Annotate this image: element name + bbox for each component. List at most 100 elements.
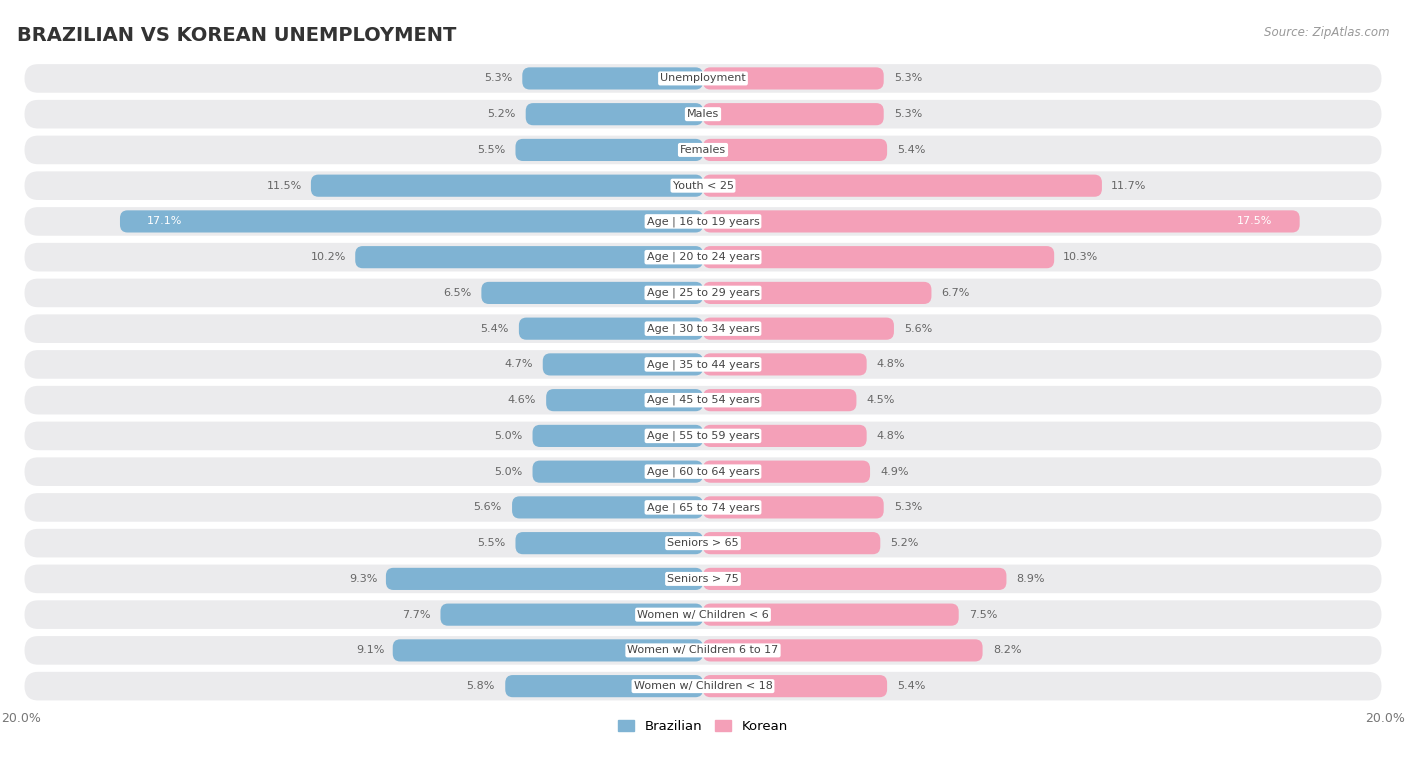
FancyBboxPatch shape [703,497,884,519]
FancyBboxPatch shape [24,600,1382,629]
FancyBboxPatch shape [703,354,866,375]
FancyBboxPatch shape [703,603,959,626]
Text: Youth < 25: Youth < 25 [672,181,734,191]
Text: 9.1%: 9.1% [356,646,384,656]
Text: Seniors > 65: Seniors > 65 [668,538,738,548]
FancyBboxPatch shape [703,67,884,89]
Text: 5.4%: 5.4% [897,145,925,155]
Text: Age | 45 to 54 years: Age | 45 to 54 years [647,395,759,406]
FancyBboxPatch shape [703,318,894,340]
Text: BRAZILIAN VS KOREAN UNEMPLOYMENT: BRAZILIAN VS KOREAN UNEMPLOYMENT [17,26,456,45]
FancyBboxPatch shape [516,139,703,161]
Text: 5.5%: 5.5% [477,145,505,155]
FancyBboxPatch shape [24,100,1382,129]
Text: 5.6%: 5.6% [904,324,932,334]
Text: 4.7%: 4.7% [503,360,533,369]
Text: 5.8%: 5.8% [467,681,495,691]
Text: 9.3%: 9.3% [349,574,377,584]
FancyBboxPatch shape [546,389,703,411]
FancyBboxPatch shape [703,175,1102,197]
FancyBboxPatch shape [24,386,1382,415]
Text: Age | 30 to 34 years: Age | 30 to 34 years [647,323,759,334]
Text: 6.7%: 6.7% [942,288,970,298]
Text: 17.1%: 17.1% [148,217,183,226]
FancyBboxPatch shape [24,672,1382,700]
FancyBboxPatch shape [543,354,703,375]
Text: Source: ZipAtlas.com: Source: ZipAtlas.com [1264,26,1389,39]
Text: 5.3%: 5.3% [894,503,922,512]
FancyBboxPatch shape [703,568,1007,590]
FancyBboxPatch shape [356,246,703,268]
FancyBboxPatch shape [505,675,703,697]
Text: 8.9%: 8.9% [1017,574,1045,584]
FancyBboxPatch shape [703,246,1054,268]
FancyBboxPatch shape [703,425,866,447]
FancyBboxPatch shape [703,282,931,304]
Text: Age | 35 to 44 years: Age | 35 to 44 years [647,359,759,369]
Text: 5.4%: 5.4% [897,681,925,691]
FancyBboxPatch shape [24,422,1382,450]
Text: 4.5%: 4.5% [866,395,896,405]
Text: 8.2%: 8.2% [993,646,1021,656]
Text: 4.9%: 4.9% [880,466,908,477]
Text: 6.5%: 6.5% [443,288,471,298]
FancyBboxPatch shape [311,175,703,197]
FancyBboxPatch shape [24,243,1382,272]
Text: 10.3%: 10.3% [1063,252,1098,262]
Text: 5.2%: 5.2% [486,109,516,119]
Text: Seniors > 75: Seniors > 75 [666,574,740,584]
FancyBboxPatch shape [440,603,703,626]
Text: 5.3%: 5.3% [894,73,922,83]
FancyBboxPatch shape [703,103,884,125]
FancyBboxPatch shape [703,389,856,411]
FancyBboxPatch shape [703,640,983,662]
FancyBboxPatch shape [24,207,1382,235]
Text: 11.5%: 11.5% [267,181,302,191]
FancyBboxPatch shape [24,565,1382,593]
Text: 10.2%: 10.2% [311,252,347,262]
FancyBboxPatch shape [392,640,703,662]
Text: Age | 20 to 24 years: Age | 20 to 24 years [647,252,759,263]
FancyBboxPatch shape [24,350,1382,378]
Text: 5.6%: 5.6% [474,503,502,512]
FancyBboxPatch shape [522,67,703,89]
Text: 5.3%: 5.3% [894,109,922,119]
Text: 17.5%: 17.5% [1237,217,1272,226]
FancyBboxPatch shape [703,139,887,161]
FancyBboxPatch shape [24,314,1382,343]
FancyBboxPatch shape [24,636,1382,665]
Text: 4.8%: 4.8% [877,431,905,441]
Text: 5.2%: 5.2% [890,538,920,548]
FancyBboxPatch shape [24,279,1382,307]
Text: Females: Females [681,145,725,155]
FancyBboxPatch shape [512,497,703,519]
FancyBboxPatch shape [533,425,703,447]
Text: Women w/ Children < 18: Women w/ Children < 18 [634,681,772,691]
FancyBboxPatch shape [516,532,703,554]
FancyBboxPatch shape [24,171,1382,200]
Text: 7.5%: 7.5% [969,609,997,620]
FancyBboxPatch shape [24,136,1382,164]
FancyBboxPatch shape [385,568,703,590]
Text: Age | 25 to 29 years: Age | 25 to 29 years [647,288,759,298]
FancyBboxPatch shape [703,532,880,554]
Text: Women w/ Children < 6: Women w/ Children < 6 [637,609,769,620]
Text: Males: Males [688,109,718,119]
Text: Women w/ Children 6 to 17: Women w/ Children 6 to 17 [627,646,779,656]
Text: 5.3%: 5.3% [484,73,512,83]
Text: 5.5%: 5.5% [477,538,505,548]
Text: 4.6%: 4.6% [508,395,536,405]
Text: 11.7%: 11.7% [1111,181,1146,191]
FancyBboxPatch shape [533,460,703,483]
Text: 5.0%: 5.0% [494,431,522,441]
FancyBboxPatch shape [24,457,1382,486]
Text: Unemployment: Unemployment [661,73,745,83]
FancyBboxPatch shape [526,103,703,125]
FancyBboxPatch shape [120,210,703,232]
FancyBboxPatch shape [703,460,870,483]
Text: Age | 16 to 19 years: Age | 16 to 19 years [647,217,759,226]
Text: Age | 60 to 64 years: Age | 60 to 64 years [647,466,759,477]
Text: 5.4%: 5.4% [481,324,509,334]
FancyBboxPatch shape [481,282,703,304]
FancyBboxPatch shape [24,529,1382,557]
